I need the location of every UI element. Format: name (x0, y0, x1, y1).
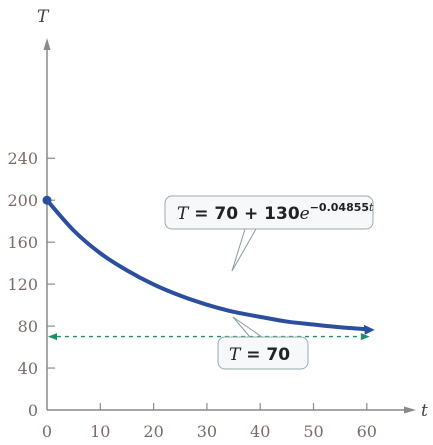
start-point (42, 195, 52, 205)
asymptote-label-eq: = 70 (240, 345, 290, 365)
asymptote-label-T: T (229, 345, 242, 365)
x-tick-label: 0 (42, 422, 52, 441)
x-axis-arrow (404, 406, 416, 414)
x-tick-label: 10 (90, 422, 110, 441)
x-tick-label: 20 (143, 422, 163, 441)
curve-label-eq: = 70 + 130 (188, 204, 299, 224)
y-tick-label: 240 (7, 149, 38, 168)
decay-curve-arrow (363, 324, 375, 335)
x-tick-label: 30 (197, 422, 217, 441)
y-tick-label: 120 (7, 275, 38, 294)
curve-label-e: e (300, 204, 310, 224)
y-tick-label: 0 (28, 401, 38, 420)
asymptote-label-leader (232, 316, 251, 338)
y-axis-label: T (37, 7, 50, 27)
curve-label-leader-2 (231, 228, 257, 272)
asymptote-label: T = 70 (229, 345, 290, 365)
y-tick-label: 200 (7, 191, 38, 210)
y-tick-label: 40 (18, 359, 38, 378)
asymptote-arrow-right (360, 333, 370, 341)
y-axis-arrow (43, 38, 51, 50)
asymptote-label-box (217, 336, 309, 370)
x-tick-label: 50 (303, 422, 323, 441)
curve-label-T: T (177, 204, 190, 224)
curve-label: T = 70 + 130e−0.04855t (177, 201, 374, 224)
curve-label-t: t (369, 201, 374, 214)
asymptote-arrow-left (48, 333, 57, 341)
x-tick-label: 60 (357, 422, 377, 441)
x-tick-label: 40 (250, 422, 270, 441)
y-tick-label: 160 (7, 233, 38, 252)
curve-label-leader (231, 228, 246, 272)
ticks: 0 10 20 30 40 50 60 0 40 80 120 160 200 240 (7, 149, 377, 441)
curve-label-box (164, 195, 374, 230)
decay-curve (45, 198, 369, 332)
asymptote-label-leader-2 (232, 316, 263, 338)
curve-label-exp: −0.04855 (310, 201, 369, 214)
x-axis-label: t (421, 401, 428, 421)
y-tick-label: 80 (18, 317, 38, 336)
